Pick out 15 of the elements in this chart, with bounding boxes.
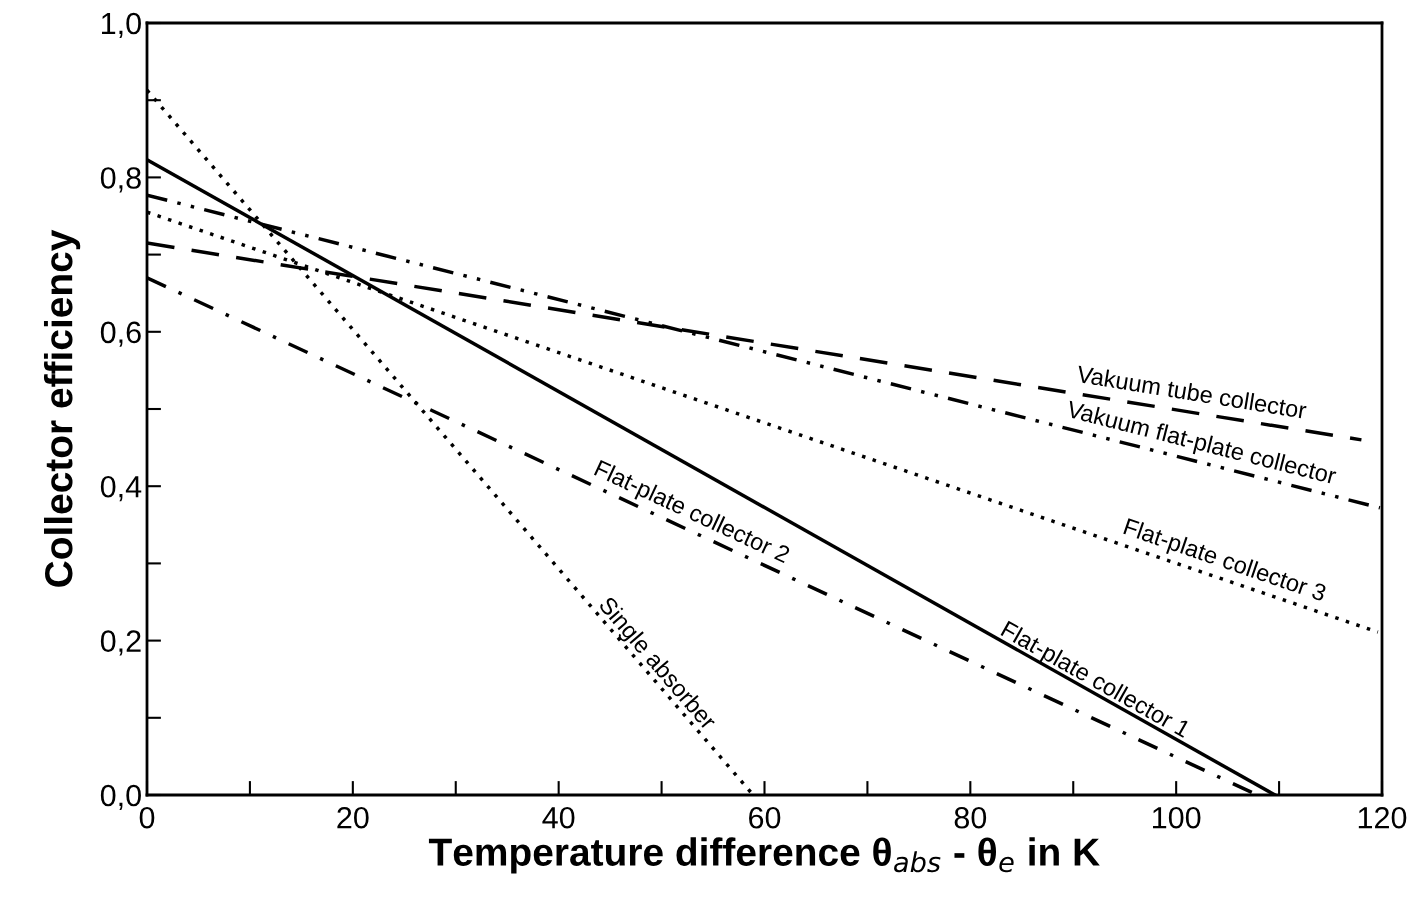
y-tick-label: 0,2 [100, 630, 141, 656]
y-axis-title: Collector efficiency [43, 229, 81, 587]
x-tick-label: 60 [749, 806, 781, 829]
x-tick-label: 80 [954, 806, 987, 829]
y-tick-label: 0,0 [100, 784, 141, 810]
y-tick-label: 1,0 [102, 12, 141, 38]
x-tick-label: 0 [139, 806, 155, 829]
y-tick-label: 0,4 [100, 475, 142, 502]
x-tick-label: 100 [1153, 806, 1201, 829]
x-tick-label: 120 [1358, 806, 1407, 829]
x-tick-label: 20 [337, 806, 369, 829]
y-tick-label: 0,6 [100, 321, 141, 347]
x-axis-title: Temperature difference θ$_{abs}$ - θ$_{e}$ in K [428, 837, 1100, 874]
x-tick-label: 40 [542, 806, 575, 829]
y-tick-label: 0,8 [100, 167, 141, 193]
